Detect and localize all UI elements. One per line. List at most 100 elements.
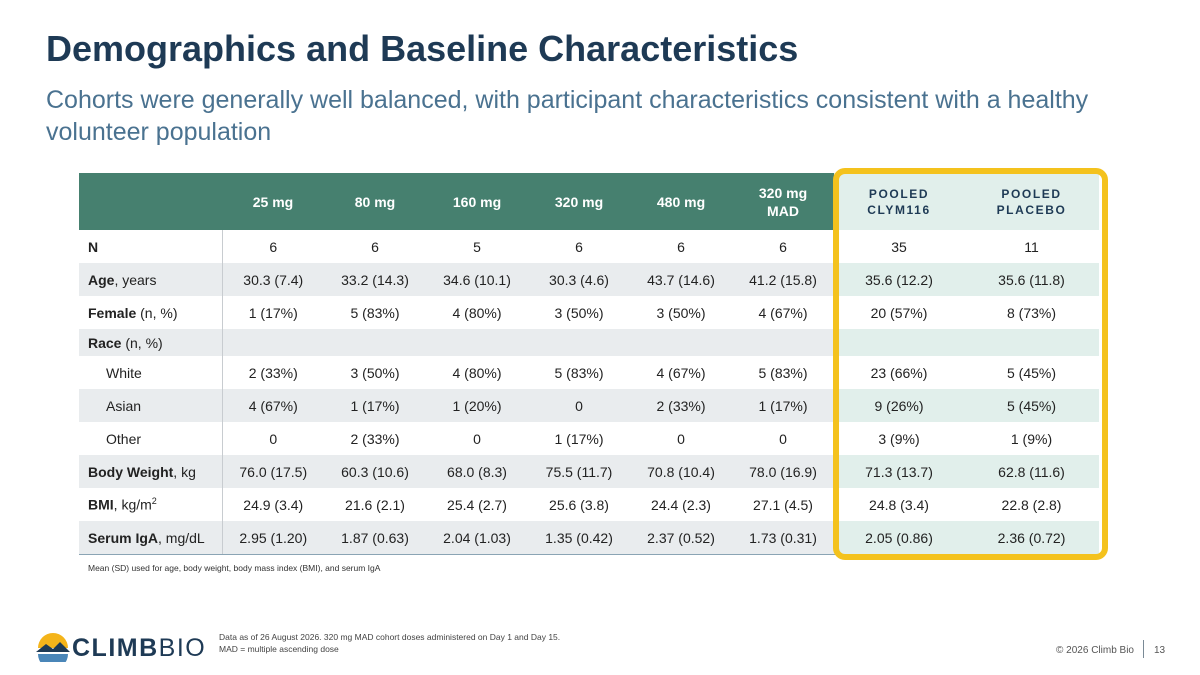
table-cell: 76.0 (17.5) <box>222 455 324 488</box>
table-row: Female (n, %) 1 (17%) 5 (83%) 4 (80%) 3 (50%… <box>79 296 1099 329</box>
slide-subtitle: Cohorts were generally well balanced, wi… <box>46 86 1089 146</box>
table-cell: 5 (83%) <box>350 304 400 321</box>
row-label-bold: Age <box>88 271 115 288</box>
table-cell: 35 <box>834 230 964 263</box>
table-cell: 1 (20%) <box>426 389 528 422</box>
table-cell: 30.3 (7.4) <box>222 263 324 296</box>
table-row: Age, years 30.3 (7.4) 33.2 (14.3) 34.6 (10.… <box>79 263 1099 296</box>
header-line: PLACEBO <box>996 202 1067 217</box>
table-cell: 75.5 (11.7) <box>528 455 630 488</box>
source-note: Data as of 26 August 2026. 320 mg MAD co… <box>219 631 560 655</box>
row-label-bold: Female <box>88 304 137 321</box>
table-cell: 1.87 (0.63) <box>324 521 426 555</box>
table-cell: 78.0 (16.9) <box>732 455 834 488</box>
table-cell: 0 <box>473 430 481 447</box>
table-cell: 5 (45%) <box>964 356 1099 389</box>
table-cell: 6 <box>779 238 787 255</box>
row-label: Serum IgA, mg/dL <box>79 521 223 555</box>
row-label-bold: N <box>88 238 99 255</box>
table-cell: 62.8 (11.6) <box>964 455 1099 488</box>
table-cell: 4 (67%) <box>656 364 706 381</box>
table-row: Other 0 2 (33%) 0 1 (17%) 0 0 3 (9%) 1 (9%) <box>79 422 1099 455</box>
table-cell: 24.9 (3.4) <box>243 496 304 513</box>
row-label-text: , mg/dL <box>158 529 205 546</box>
table-row: Asian 4 (67%) 1 (17%) 1 (20%) 0 2 (33%) 1 (17%… <box>79 389 1099 422</box>
table-cell: 2.36 (0.72) <box>964 521 1099 555</box>
header-line: 320 mg <box>758 184 808 201</box>
row-label-superscript: 2 <box>151 496 157 507</box>
table-cell: 4 (80%) <box>452 304 502 321</box>
header-cell-mad: 320 mg MAD <box>732 173 834 230</box>
table-cell: 0 <box>677 430 685 447</box>
table-cell: 1.35 (0.42) <box>528 521 630 555</box>
table-row: N 6 6 5 6 6 6 35 11 <box>79 230 1099 263</box>
row-label: White <box>79 356 223 389</box>
demographics-table: 25 mg 80 mg 160 mg 320 mg 480 mg 320 mg M… <box>79 173 1099 555</box>
table-cell: 41.2 (15.8) <box>732 263 834 296</box>
header-line: CLYM116 <box>867 202 931 217</box>
table-cell: 24.8 (3.4) <box>834 488 964 521</box>
table-cell: 3 (50%) <box>554 304 604 321</box>
table-cell: 0 <box>528 389 630 422</box>
table-cell: 23 (66%) <box>834 356 964 389</box>
table-cell <box>324 329 426 356</box>
header-cell-pooled-placebo: POOLED PLACEBO <box>964 173 1099 230</box>
table-cell: 3 (9%) <box>834 422 964 455</box>
table-cell: 2.04 (1.03) <box>426 521 528 555</box>
table-cell: 1 (17%) <box>554 430 604 447</box>
row-label-text: , kg/m <box>113 496 152 513</box>
page-number: 13 <box>1154 645 1166 656</box>
table-cell: 20 (57%) <box>834 296 964 329</box>
table-cell: 60.3 (10.6) <box>324 455 426 488</box>
table-cell: 21.6 (2.1) <box>345 496 405 513</box>
table-cell: 5 (45%) <box>964 389 1099 422</box>
table-cell: 2 (33%) <box>630 389 732 422</box>
row-label-text: , years <box>114 271 157 288</box>
slide-title: Demographics and Baseline Characteristic… <box>46 28 799 69</box>
table-cell: 4 (67%) <box>222 389 324 422</box>
row-label-bold: Race <box>88 334 122 351</box>
table-cell: 2 (33%) <box>248 364 298 381</box>
table-cell: 1 (17%) <box>732 389 834 422</box>
table-cell: 33.2 (14.3) <box>324 263 426 296</box>
table-cell <box>630 329 732 356</box>
table-cell: 30.3 (4.6) <box>528 263 630 296</box>
table-cell <box>426 329 528 356</box>
row-label-bold: Serum IgA <box>88 529 159 546</box>
row-label: Asian <box>79 389 223 422</box>
table-cell <box>732 329 834 356</box>
header-cell-pooled-clym116: POOLED CLYM116 <box>834 173 964 230</box>
header-line: POOLED <box>1001 186 1062 201</box>
logo-text-climb: CLIMB <box>72 634 159 662</box>
table-cell: 4 (67%) <box>758 304 808 321</box>
table-cell: 6 <box>269 238 278 255</box>
row-label-text: Asian <box>106 397 142 414</box>
climbbio-logo-icon <box>36 633 70 662</box>
table-cell: 4 (80%) <box>452 364 502 381</box>
row-label: Age, years <box>79 263 223 296</box>
row-label: Body Weight, kg <box>79 455 223 488</box>
header-line: MAD <box>767 202 799 219</box>
table-row: Race (n, %) <box>79 329 1099 356</box>
table-footnote: Mean (SD) used for age, body weight, bod… <box>88 563 381 573</box>
table-cell: 27.1 (4.5) <box>753 496 813 513</box>
source-note-line: Data as of 26 August 2026. 320 mg MAD co… <box>219 632 561 642</box>
source-note-line: MAD = multiple ascending dose <box>219 644 339 654</box>
table-cell: 2.95 (1.20) <box>222 521 324 555</box>
table-header-row: 25 mg 80 mg 160 mg 320 mg 480 mg 320 mg M… <box>79 173 1099 230</box>
row-label: Female (n, %) <box>79 296 223 329</box>
table-cell: 2.05 (0.86) <box>834 521 964 555</box>
table-cell: 6 <box>371 238 379 255</box>
table-cell: 0 <box>779 430 787 447</box>
table-cell: 71.3 (13.7) <box>834 455 964 488</box>
table-cell: 6 <box>677 238 685 255</box>
table-cell: 1 (9%) <box>964 422 1099 455</box>
table-row: White 2 (33%) 3 (50%) 4 (80%) 5 (83%) 4 (67%)… <box>79 356 1099 389</box>
table-cell: 11 <box>964 230 1099 263</box>
row-label: N <box>79 230 223 263</box>
table-cell: 1.73 (0.31) <box>732 521 834 555</box>
row-label: Other <box>79 422 223 455</box>
table-cell: 1 (17%) <box>324 389 426 422</box>
table-cell: 6 <box>575 238 583 255</box>
row-label-text: White <box>106 364 142 381</box>
